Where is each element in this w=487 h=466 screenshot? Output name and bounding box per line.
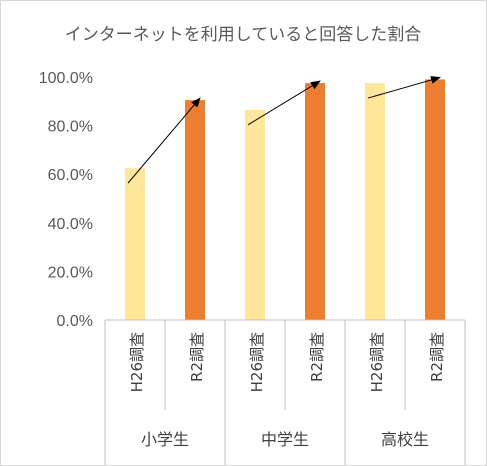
trend-arrow bbox=[367, 76, 441, 99]
y-tick-label: 60.0% bbox=[48, 167, 93, 184]
trend-arrow bbox=[247, 80, 321, 126]
trend-arrow bbox=[127, 97, 201, 184]
y-tick-label: 100.0% bbox=[39, 70, 93, 87]
x-group-label: 中学生 bbox=[261, 430, 309, 449]
x-category-label: R2調査 bbox=[308, 332, 326, 382]
x-category-label: H26調査 bbox=[248, 332, 266, 392]
chart-title: インターネットを利用していると回答した割合 bbox=[65, 25, 422, 45]
x-category-label: H26調査 bbox=[128, 332, 146, 392]
x-group-label: 小学生 bbox=[141, 430, 189, 449]
y-tick-label: 0.0% bbox=[57, 313, 93, 330]
bar bbox=[245, 109, 265, 321]
bar bbox=[305, 83, 325, 320]
y-tick-label: 80.0% bbox=[48, 119, 93, 136]
bar bbox=[425, 79, 445, 321]
bar bbox=[185, 100, 205, 321]
bar bbox=[365, 83, 385, 320]
y-tick-label: 20.0% bbox=[48, 264, 93, 281]
y-tick-label: 40.0% bbox=[48, 216, 93, 233]
x-group-label: 高校生 bbox=[381, 430, 429, 449]
x-category-label: R2調査 bbox=[188, 332, 206, 382]
bar bbox=[125, 168, 145, 320]
x-category-label: H26調査 bbox=[368, 332, 386, 392]
x-category-label: R2調査 bbox=[428, 332, 446, 382]
